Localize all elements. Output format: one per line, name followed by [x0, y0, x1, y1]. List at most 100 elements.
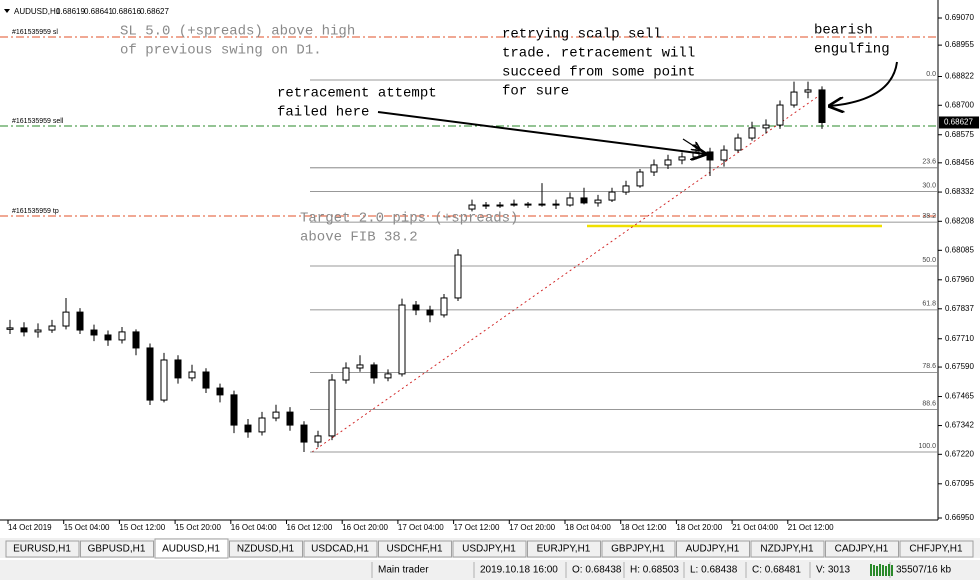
fib-label: 61.8 [922, 301, 936, 308]
price-label: 0.68456 [945, 158, 974, 167]
candle-body [48, 325, 56, 331]
candle-body [188, 371, 196, 379]
candle-body [762, 124, 770, 129]
traffic-bar [876, 566, 878, 576]
time-label: 18 Oct 04:00 [565, 523, 611, 532]
current-price-box [939, 116, 979, 129]
candle-body [286, 411, 294, 426]
time-label: 17 Oct 04:00 [398, 523, 444, 532]
candle-body [706, 151, 714, 161]
fib-label: 88.6 [922, 400, 936, 407]
tab[interactable] [750, 540, 825, 558]
candle-body [328, 379, 336, 437]
tab-label[interactable]: GBPUSD,H1 [88, 544, 146, 555]
tab-label[interactable]: AUDJPY,H1 [686, 544, 740, 555]
time-label: 15 Oct 20:00 [175, 523, 221, 532]
annotation: Target 2.0 pips (+spreads) [300, 211, 518, 227]
time-label: 15 Oct 12:00 [119, 523, 165, 532]
candle-body [650, 164, 658, 173]
candle-body [314, 435, 322, 443]
candle-body [734, 137, 742, 151]
candle-body [258, 417, 266, 433]
traffic-bar [870, 564, 872, 576]
candle-body [440, 297, 448, 316]
traffic-bar [891, 565, 893, 576]
price-label: 0.68085 [945, 245, 974, 254]
order-label: #161535959 sl [12, 29, 58, 36]
annotation: SL 5.0 (+spreads) above high [120, 24, 355, 40]
tab-label[interactable]: CADJPY,H1 [835, 544, 889, 555]
ohlc-high: 0.68641 [84, 7, 113, 16]
candle-body [790, 91, 798, 106]
price-label: 0.67960 [945, 275, 974, 284]
price-label: 0.67837 [945, 304, 974, 313]
price-label: 0.68575 [945, 130, 974, 139]
tab-label[interactable]: AUDUSD,H1 [162, 544, 220, 555]
candle-body [804, 89, 812, 93]
tab-label[interactable]: USDJPY,H1 [462, 544, 516, 555]
tab[interactable] [452, 540, 527, 558]
tab[interactable] [229, 540, 303, 558]
fib-label: 50.0 [922, 257, 936, 264]
candle-body [776, 104, 784, 126]
fib-label: 30.0 [922, 182, 936, 189]
price-label: 0.66950 [945, 513, 974, 522]
candle-body [398, 304, 406, 375]
candle-body [146, 347, 154, 401]
status-item: 35507/16 kb [896, 565, 951, 576]
menu-arrow[interactable] [4, 9, 10, 13]
traffic-bar [879, 564, 881, 576]
time-label: 21 Oct 04:00 [732, 523, 778, 532]
tab-label[interactable]: NZDJPY,H1 [760, 544, 814, 555]
fib-label: 100.0 [918, 443, 936, 450]
tab[interactable] [899, 540, 974, 558]
candle-body [20, 327, 28, 333]
annotation: above FIB 38.2 [300, 230, 418, 246]
tab[interactable] [80, 540, 154, 558]
candle-body [230, 394, 238, 426]
annotation: of previous swing on D1. [120, 43, 322, 59]
tab[interactable] [303, 540, 378, 558]
tab[interactable] [825, 540, 899, 558]
candle-body [580, 197, 588, 204]
order-label: #161535959 tp [12, 208, 59, 215]
annotation: failed here [277, 105, 369, 121]
tab-label[interactable]: EURUSD,H1 [13, 544, 71, 555]
price-label: 0.69070 [945, 13, 974, 22]
fib-trendline [311, 94, 821, 453]
candle-body [748, 127, 756, 139]
status-item: Main trader [378, 565, 429, 576]
status-item: O: 0.68438 [572, 565, 622, 576]
traffic-bar [882, 565, 884, 576]
candle-body [538, 203, 546, 206]
tab[interactable] [601, 540, 676, 558]
tab[interactable] [154, 538, 229, 559]
ohlc-close: 0.68627 [140, 7, 169, 16]
tabs: EURUSD,H1 GBPUSD,H1 AUDUSD,H1 NZDUSD,H1 USDC… [5, 538, 974, 559]
candle-body [342, 367, 350, 381]
annotation: retracement attempt [277, 86, 437, 102]
time-label: 17 Oct 20:00 [509, 523, 555, 532]
tab-label[interactable]: CHFJPY,H1 [909, 544, 963, 555]
candle-body [608, 191, 616, 201]
time-label: 18 Oct 20:00 [676, 523, 722, 532]
annotation: for sure [502, 84, 569, 100]
candle-body [468, 204, 476, 210]
tab-label[interactable]: USDCHF,H1 [386, 544, 443, 555]
candle-body [664, 159, 672, 166]
tab-label[interactable]: EURJPY,H1 [537, 544, 591, 555]
time-label: 15 Oct 04:00 [64, 523, 110, 532]
time-label: 17 Oct 12:00 [454, 523, 500, 532]
tab[interactable] [676, 540, 750, 558]
tab[interactable] [5, 540, 80, 558]
tab-label[interactable]: GBPJPY,H1 [611, 544, 665, 555]
candles [6, 81, 826, 452]
traffic-bar [885, 566, 887, 576]
tab[interactable] [378, 540, 452, 558]
tab[interactable] [527, 540, 601, 558]
tab-label[interactable]: NZDUSD,H1 [237, 544, 295, 555]
symbol: AUDUSD,H1 [14, 7, 61, 16]
candle-body [566, 197, 574, 206]
tab-label[interactable]: USDCAD,H1 [311, 544, 369, 555]
